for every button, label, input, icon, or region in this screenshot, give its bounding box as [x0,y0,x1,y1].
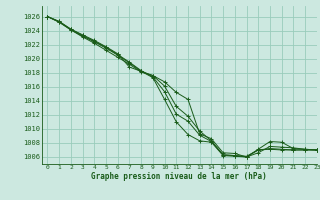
X-axis label: Graphe pression niveau de la mer (hPa): Graphe pression niveau de la mer (hPa) [91,172,267,181]
